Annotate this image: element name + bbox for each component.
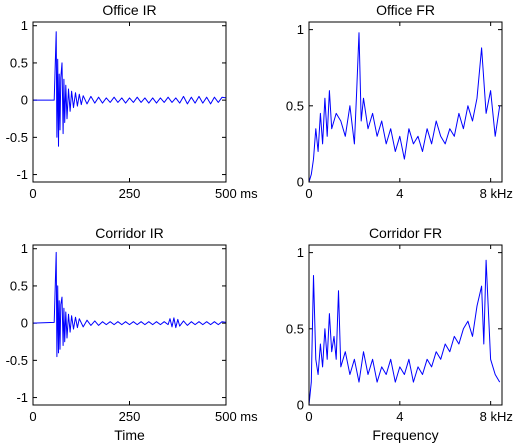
corridor-ir-ytick-label-4: -1 <box>16 390 28 405</box>
chart-title-corridor-ir: Corridor IR <box>95 225 163 241</box>
corridor-ir-ytick-label-2: 0 <box>21 316 28 331</box>
corridor-ir-ytick-label-3: -0.5 <box>6 353 28 368</box>
panel-corridor-ir: Corridor IR 0 250 500 ms 1 0.5 0 -0.5 -1 Time <box>6 225 259 443</box>
corridor-fr-ticks: 0 4 8 kHz 1 0.5 0 <box>286 245 513 424</box>
office-fr-xtick-label-2: 8 kHz <box>480 186 513 201</box>
corridor-fr-trace <box>308 259 501 406</box>
corridor-ir-xtick-label-1: 250 <box>119 409 141 424</box>
corridor-ir-xlabel: Time <box>114 427 145 443</box>
office-fr-trace <box>308 32 501 183</box>
corridor-fr-xtick-label-2: 8 kHz <box>480 409 513 424</box>
office-ir-ticks: 0 250 500 ms 1 0.5 0 -0.5 -1 <box>6 18 259 201</box>
corridor-fr-xtick-label-0: 0 <box>305 409 312 424</box>
office-fr-ticks: 0 4 8 kHz 1 0.5 0 <box>286 22 513 201</box>
corridor-fr-ytick-label-0: 1 <box>297 245 304 260</box>
panel-office-fr: Office FR 0 4 8 kHz 1 0.5 0 <box>286 2 513 201</box>
office-fr-xtick-label-0: 0 <box>305 186 312 201</box>
office-ir-trace <box>33 31 227 147</box>
corridor-fr-ytick-label-2: 0 <box>297 398 304 413</box>
corridor-ir-ytick-label-0: 1 <box>21 241 28 256</box>
corridor-ir-frame <box>32 244 227 406</box>
office-fr-ytick-label-0: 1 <box>297 22 304 37</box>
office-ir-xtick-label-2: 500 ms <box>215 186 258 201</box>
corridor-fr-xtick-label-1: 4 <box>396 409 403 424</box>
office-ir-ytick-label-0: 1 <box>21 18 28 33</box>
corridor-fr-frame <box>308 244 503 406</box>
office-ir-xtick-label-0: 0 <box>29 186 36 201</box>
office-ir-frame <box>32 21 227 183</box>
corridor-ir-xtick-label-0: 0 <box>29 409 36 424</box>
office-fr-frame <box>308 21 503 183</box>
corridor-fr-ytick-label-1: 0.5 <box>286 321 304 336</box>
office-ir-ytick-label-1: 0.5 <box>10 55 28 70</box>
office-ir-ytick-label-2: 0 <box>21 93 28 108</box>
office-fr-ytick-label-1: 0.5 <box>286 98 304 113</box>
office-ir-xtick-label-1: 250 <box>119 186 141 201</box>
corridor-ir-xtick-label-2: 500 ms <box>215 409 258 424</box>
office-ir-ytick-label-3: -0.5 <box>6 130 28 145</box>
chart-title-office-ir: Office IR <box>102 2 156 18</box>
panel-corridor-fr: Corridor FR 0 4 8 kHz 1 0.5 0 Frequency <box>286 225 513 443</box>
panel-office-ir: Office IR 0 250 500 ms 1 0.5 0 -0.5 -1 <box>6 2 259 201</box>
chart-title-corridor-fr: Corridor FR <box>369 225 442 241</box>
corridor-ir-ytick-label-1: 0.5 <box>10 278 28 293</box>
office-fr-xtick-label-1: 4 <box>396 186 403 201</box>
office-ir-ytick-label-4: -1 <box>16 167 28 182</box>
corridor-ir-ticks: 0 250 500 ms 1 0.5 0 -0.5 -1 <box>6 241 259 424</box>
corridor-fr-xlabel: Frequency <box>372 427 438 443</box>
corridor-ir-trace <box>32 251 227 358</box>
office-fr-ytick-label-2: 0 <box>297 175 304 190</box>
chart-title-office-fr: Office FR <box>376 2 435 18</box>
